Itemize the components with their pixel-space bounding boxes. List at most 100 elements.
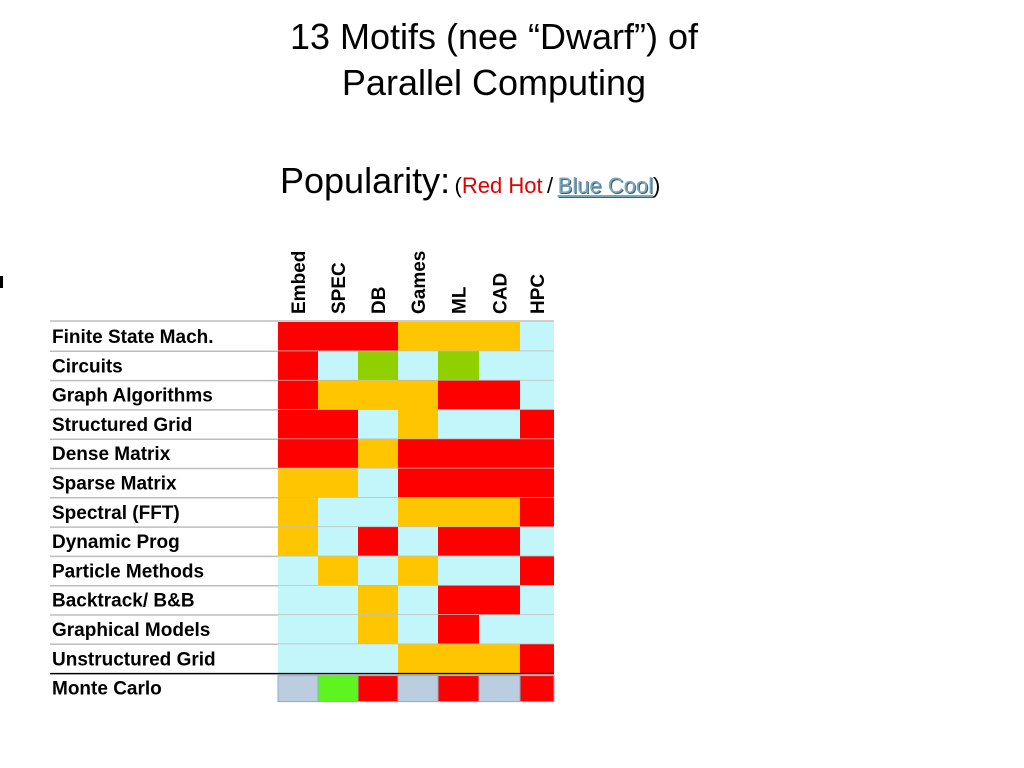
- cell-dynamic-prog-spec: [318, 527, 358, 557]
- cell-graphical-models-games: [398, 615, 438, 645]
- cell-dense-matrix-embed: [278, 439, 318, 469]
- cell-dense-matrix-db: [358, 439, 398, 469]
- cell-dense-matrix-games: [398, 439, 438, 469]
- edge-marker: [0, 276, 3, 288]
- cell-dense-matrix-spec: [318, 439, 358, 469]
- cell-structured-grid-embed: [278, 409, 318, 440]
- cell-particle-methods-spec: [318, 556, 358, 586]
- cell-structured-grid-db: [358, 409, 398, 440]
- cell-circuits-embed: [278, 351, 318, 381]
- row-label-finite-state-mach: Finite State Mach.: [52, 327, 214, 348]
- legend-separator: /: [547, 173, 554, 198]
- row-label-spectral-fft: Spectral (FFT): [52, 503, 180, 524]
- cell-particle-methods-games: [398, 556, 438, 586]
- cell-backtrack-b-b-embed: [278, 585, 318, 615]
- cell-sparse-matrix-db: [358, 468, 398, 498]
- cell-dense-matrix-hpc: [520, 439, 554, 469]
- row-label-graph-algorithms: Graph Algorithms: [52, 386, 213, 407]
- cell-dynamic-prog-embed: [278, 527, 318, 557]
- cell-monte-carlo-ml: [437, 675, 480, 703]
- cell-dynamic-prog-games: [398, 527, 438, 557]
- cell-monte-carlo-cad: [478, 675, 521, 703]
- row-label-particle-methods: Particle Methods: [52, 561, 204, 582]
- cell-unstructured-grid-cad: [479, 644, 520, 674]
- cell-spectral-fft-db: [358, 497, 398, 528]
- cell-sparse-matrix-games: [398, 468, 438, 498]
- cell-backtrack-b-b-cad: [479, 585, 520, 615]
- legend-blue-cool: Blue Cool: [557, 173, 654, 198]
- cell-graph-algorithms-ml: [438, 380, 479, 410]
- row-label-sparse-matrix: Sparse Matrix: [52, 474, 177, 495]
- cell-finite-state-mach-games: [398, 322, 438, 352]
- cell-sparse-matrix-ml: [438, 468, 479, 498]
- cell-particle-methods-cad: [479, 556, 520, 586]
- cell-monte-carlo-spec: [317, 675, 359, 703]
- column-label-games: Games: [409, 251, 430, 314]
- column-label-db: DB: [369, 287, 390, 314]
- cell-finite-state-mach-cad: [479, 322, 520, 352]
- cell-backtrack-b-b-games: [398, 585, 438, 615]
- cell-unstructured-grid-embed: [278, 644, 318, 674]
- cell-structured-grid-games: [398, 409, 438, 440]
- cell-structured-grid-spec: [318, 409, 358, 440]
- cell-spectral-fft-cad: [479, 497, 520, 528]
- cell-circuits-hpc: [520, 351, 554, 381]
- cell-sparse-matrix-cad: [479, 468, 520, 498]
- cell-structured-grid-cad: [479, 409, 520, 440]
- legend-red-hot: Red Hot: [461, 173, 543, 198]
- cell-graph-algorithms-spec: [318, 380, 358, 410]
- cell-sparse-matrix-embed: [278, 468, 318, 498]
- column-label-hpc: HPC: [528, 274, 549, 314]
- popularity-legend: Popularity: (Red Hot / Blue Cool): [280, 160, 660, 202]
- cell-graphical-models-embed: [278, 615, 318, 645]
- row-label-dense-matrix: Dense Matrix: [52, 444, 171, 465]
- cell-dense-matrix-cad: [479, 439, 520, 469]
- row-label-dynamic-prog: Dynamic Prog: [52, 532, 180, 553]
- cell-unstructured-grid-hpc: [520, 644, 554, 674]
- cell-circuits-cad: [479, 351, 520, 381]
- cell-graphical-models-db: [358, 615, 398, 645]
- cell-graphical-models-hpc: [520, 615, 554, 645]
- cell-graph-algorithms-cad: [479, 380, 520, 410]
- cell-graph-algorithms-embed: [278, 380, 318, 410]
- cell-circuits-games: [398, 351, 438, 381]
- cell-graphical-models-ml: [438, 615, 479, 645]
- cell-particle-methods-ml: [438, 556, 479, 586]
- cell-sparse-matrix-spec: [318, 468, 358, 498]
- cell-dynamic-prog-db: [358, 527, 398, 557]
- cell-graph-algorithms-games: [398, 380, 438, 410]
- row-label-graphical-models: Graphical Models: [52, 620, 210, 641]
- row-label-monte-carlo: Monte Carlo: [52, 679, 162, 700]
- row-label-backtrack-b-b: Backtrack/ B&B: [52, 591, 195, 612]
- column-label-embed: Embed: [289, 251, 310, 314]
- cell-monte-carlo-db: [357, 675, 399, 703]
- column-label-spec: SPEC: [329, 262, 350, 314]
- cell-particle-methods-hpc: [520, 556, 554, 586]
- cell-structured-grid-hpc: [520, 409, 554, 440]
- cell-monte-carlo-embed: [277, 675, 319, 703]
- cell-finite-state-mach-spec: [318, 322, 358, 352]
- cell-dense-matrix-ml: [438, 439, 479, 469]
- cell-dynamic-prog-ml: [438, 527, 479, 557]
- cell-backtrack-b-b-ml: [438, 585, 479, 615]
- cell-unstructured-grid-ml: [438, 644, 479, 674]
- cell-finite-state-mach-hpc: [520, 322, 554, 352]
- cell-spectral-fft-hpc: [520, 497, 554, 528]
- cell-sparse-matrix-hpc: [520, 468, 554, 498]
- cell-dynamic-prog-cad: [479, 527, 520, 557]
- cell-backtrack-b-b-spec: [318, 585, 358, 615]
- cell-monte-carlo-games: [397, 675, 439, 703]
- cell-backtrack-b-b-db: [358, 585, 398, 615]
- row-label-structured-grid: Structured Grid: [52, 415, 192, 436]
- cell-unstructured-grid-games: [398, 644, 438, 674]
- cell-unstructured-grid-spec: [318, 644, 358, 674]
- cell-graph-algorithms-hpc: [520, 380, 554, 410]
- cell-graph-algorithms-db: [358, 380, 398, 410]
- cell-unstructured-grid-db: [358, 644, 398, 674]
- cell-finite-state-mach-db: [358, 322, 398, 352]
- chart-title-line-1: 13 Motifs (nee “Dwarf”) of: [289, 16, 699, 57]
- legend-close-paren: ): [653, 173, 661, 198]
- legend-open-paren: (: [454, 173, 462, 198]
- cell-monte-carlo-hpc: [519, 675, 555, 703]
